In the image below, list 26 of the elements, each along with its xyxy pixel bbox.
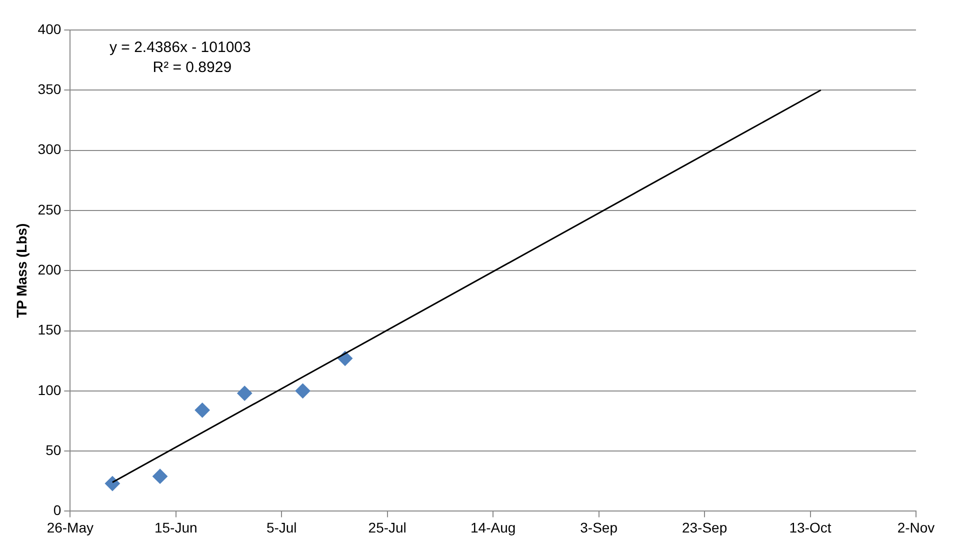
y-axis-title: TP Mass (Lbs) bbox=[13, 223, 30, 318]
x-tick-label: 23-Sep bbox=[682, 519, 728, 536]
point bbox=[237, 386, 252, 401]
y-tick-label: 100 bbox=[38, 382, 62, 398]
x-tick-label: 5-Jul bbox=[266, 519, 297, 536]
y-tick-label: 150 bbox=[38, 322, 62, 338]
y-tick-label: 50 bbox=[46, 442, 62, 458]
x-tick-label: 13-Oct bbox=[789, 519, 832, 536]
point bbox=[104, 476, 120, 492]
x-tick-label: 2-Nov bbox=[897, 519, 935, 536]
x-tick-label: 25-Jul bbox=[368, 519, 406, 536]
point bbox=[194, 402, 210, 418]
annotation: y = 2.4386x - 101003 bbox=[109, 39, 251, 56]
x-tick-label: 15-Jun bbox=[154, 519, 198, 536]
y-tick-label: 350 bbox=[38, 81, 62, 98]
x-tick-label: 14-Aug bbox=[470, 519, 516, 536]
y-tick-label: 400 bbox=[38, 20, 62, 37]
y-tick-label: 0 bbox=[53, 502, 62, 518]
annotation: R² = 0.8929 bbox=[152, 59, 232, 76]
y-tick-label: 200 bbox=[38, 261, 62, 278]
x-tick-label: 26-May bbox=[46, 519, 94, 536]
y-tick-label: 250 bbox=[38, 201, 62, 218]
y-tick-label: 300 bbox=[38, 141, 62, 158]
x-tick-label: 3-Sep bbox=[580, 519, 618, 536]
point bbox=[295, 383, 310, 398]
point bbox=[152, 468, 168, 484]
